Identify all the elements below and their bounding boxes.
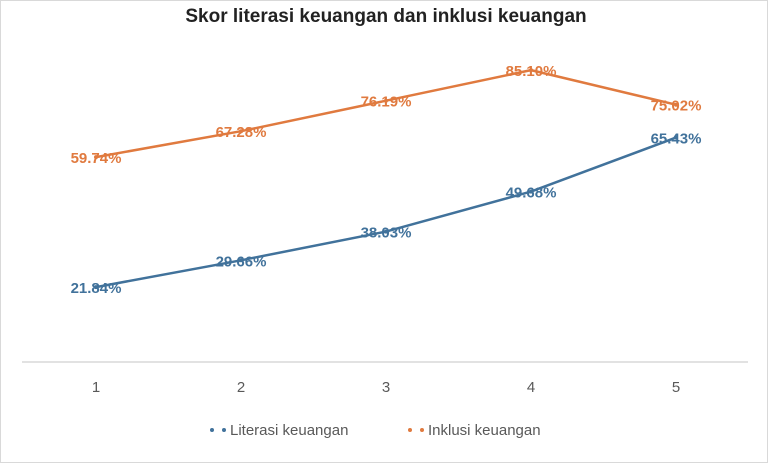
data-point-literasi-keuangan <box>384 229 388 234</box>
x-tick-label: 2 <box>237 379 245 396</box>
x-tick-label: 1 <box>92 379 100 396</box>
legend-label-literasi-keuangan: Literasi keuangan <box>230 422 348 439</box>
legend-item-literasi-keuangan: Literasi keuangan <box>210 422 348 439</box>
data-label-literasi-keuangan: 29.66% <box>216 253 267 270</box>
data-point-literasi-keuangan <box>94 285 98 290</box>
data-point-inklusi-keuangan <box>94 155 98 160</box>
x-tick-label: 4 <box>527 379 535 396</box>
data-point-inklusi-keuangan <box>239 129 243 134</box>
legend-label-inklusi-keuangan: Inklusi keuangan <box>428 422 541 439</box>
legend-marker-literasi-keuangan <box>210 428 214 432</box>
data-label-inklusi-keuangan: 59.74% <box>71 150 122 167</box>
data-point-inklusi-keuangan <box>529 68 533 73</box>
data-label-inklusi-keuangan: 76.19% <box>361 94 412 111</box>
data-label-literasi-keuangan: 21.84% <box>71 280 122 297</box>
legend-marker-inklusi-keuangan <box>408 428 412 432</box>
data-point-literasi-keuangan <box>529 189 533 194</box>
data-label-literasi-keuangan: 38.03% <box>361 225 412 242</box>
chart-title: Skor literasi keuangan dan inklusi keuan… <box>185 6 586 27</box>
legend: Literasi keuangan Inklusi keuangan <box>210 422 541 439</box>
x-tick-label: 5 <box>672 379 680 396</box>
legend-item-inklusi-keuangan: Inklusi keuangan <box>408 422 541 439</box>
data-label-literasi-keuangan: 65.43% <box>651 131 702 148</box>
data-point-literasi-keuangan <box>239 258 243 263</box>
data-labels-layer: 21.84% 29.66% 38.03% 49.68% 65.43% 59.74% 67.2… <box>71 63 702 297</box>
data-point-literasi-keuangan <box>674 135 678 140</box>
series-line-literasi-keuangan <box>94 136 678 289</box>
data-point-inklusi-keuangan <box>384 98 388 103</box>
legend-marker-inklusi-keuangan <box>420 428 424 432</box>
data-label-inklusi-keuangan: 75.02% <box>651 98 702 115</box>
series-line-inklusi-keuangan <box>94 68 678 159</box>
data-point-inklusi-keuangan <box>674 102 678 107</box>
data-label-literasi-keuangan: 49.68% <box>506 185 557 202</box>
series-layer <box>94 68 678 290</box>
legend-marker-literasi-keuangan <box>222 428 226 432</box>
x-tick-label: 3 <box>382 379 390 396</box>
data-label-inklusi-keuangan: 85.10% <box>506 63 557 80</box>
data-label-inklusi-keuangan: 67.28% <box>216 124 267 141</box>
x-tick-labels: 1 2 3 4 5 <box>92 379 680 396</box>
